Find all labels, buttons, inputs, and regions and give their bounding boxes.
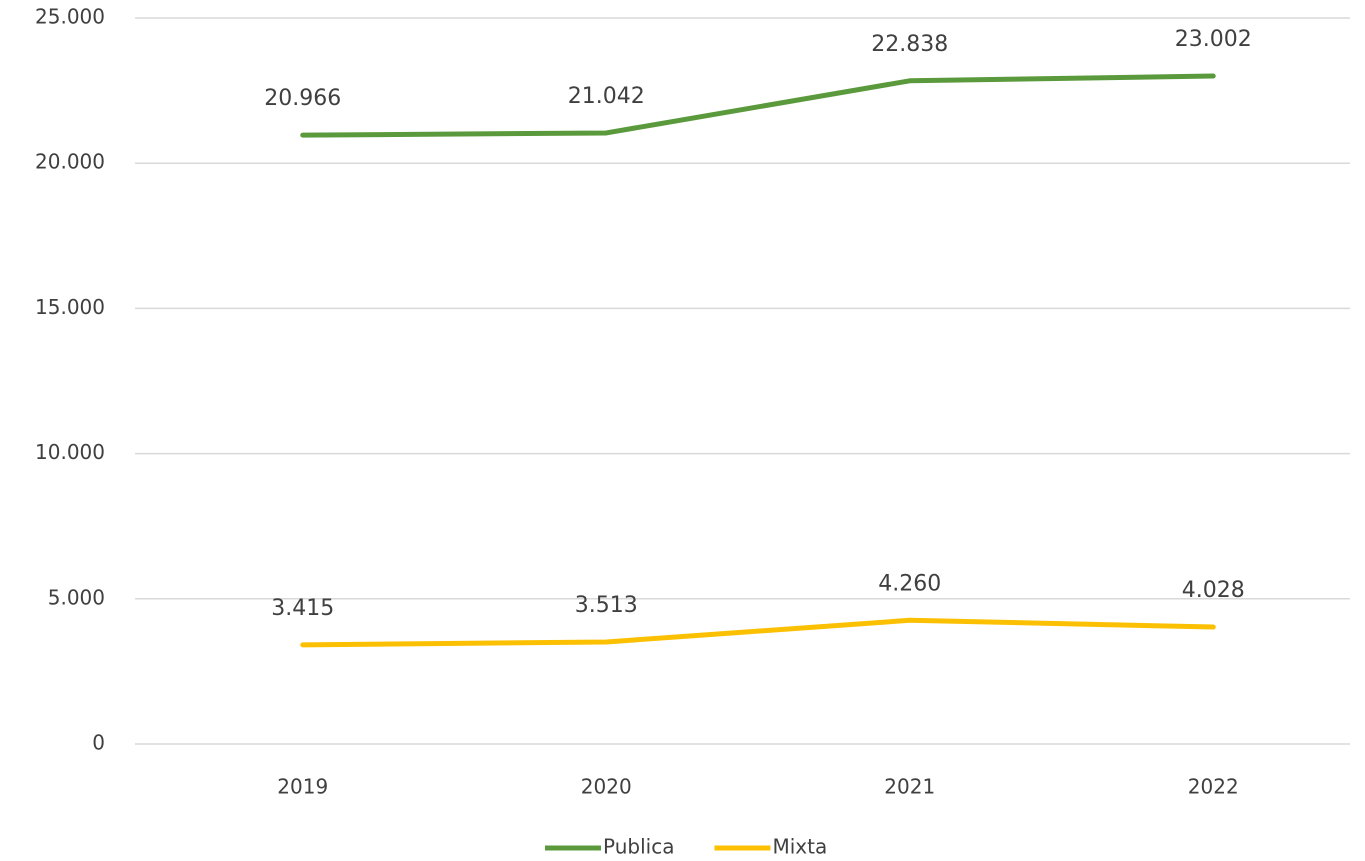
data-label: 22.838 (871, 32, 948, 57)
data-label: 4.260 (878, 571, 941, 596)
y-tick-label: 15.000 (35, 295, 105, 319)
x-tick-label: 2021 (884, 775, 935, 799)
data-label: 20.966 (264, 86, 341, 111)
data-label: 21.042 (568, 84, 645, 109)
y-tick-label: 25.000 (35, 5, 105, 29)
data-label: 3.415 (271, 596, 334, 621)
x-tick-label: 2020 (581, 775, 632, 799)
y-tick-label: 20.000 (35, 150, 105, 174)
legend-label: Mixta (772, 835, 827, 859)
y-tick-label: 0 (92, 731, 105, 755)
legend-label: Publica (603, 835, 674, 859)
x-tick-label: 2019 (277, 775, 328, 799)
data-label: 4.028 (1182, 578, 1245, 603)
x-tick-label: 2022 (1188, 775, 1239, 799)
y-tick-label: 5.000 (48, 585, 105, 609)
y-tick-label: 10.000 (35, 440, 105, 464)
data-label: 3.513 (575, 593, 638, 618)
series-line (300, 617, 1216, 648)
series-line (300, 73, 1216, 138)
data-label: 23.002 (1175, 27, 1252, 52)
